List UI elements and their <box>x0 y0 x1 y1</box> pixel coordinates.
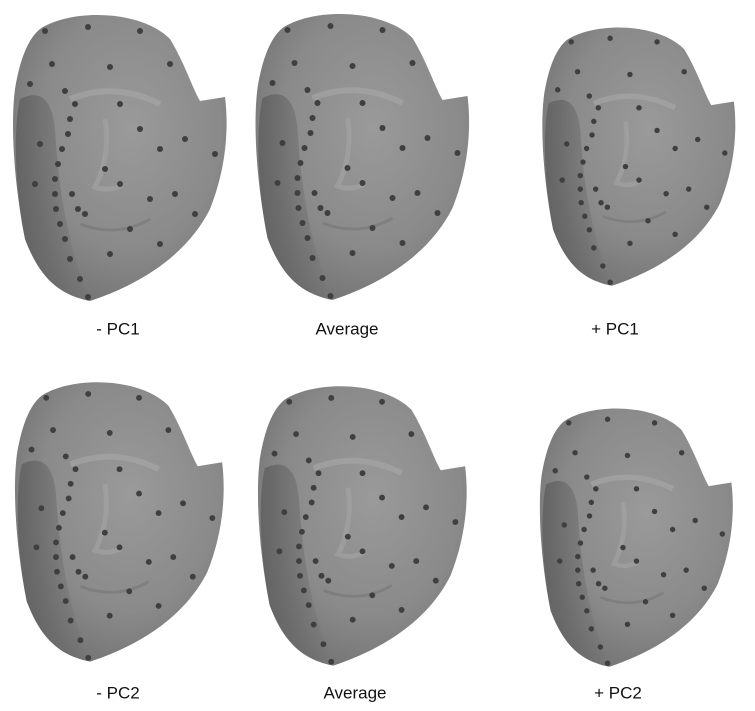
face-render <box>258 386 467 665</box>
figure: - PC1 Average + PC1 - PC2 Average + PC2 <box>0 0 755 706</box>
panel-label: - PC1 <box>96 319 139 338</box>
panel-label: Average <box>323 683 386 702</box>
face-render <box>542 27 735 285</box>
face-render <box>13 15 227 301</box>
panel-label: + PC1 <box>591 319 639 338</box>
face-render <box>540 408 733 666</box>
face-render <box>256 14 470 300</box>
face-render <box>15 382 224 661</box>
panel-label: Average <box>315 319 378 338</box>
page: - PC1 Average + PC1 - PC2 Average + PC2 … <box>0 0 755 706</box>
panel-label: - PC2 <box>96 683 139 702</box>
panel-label: + PC2 <box>594 683 642 702</box>
